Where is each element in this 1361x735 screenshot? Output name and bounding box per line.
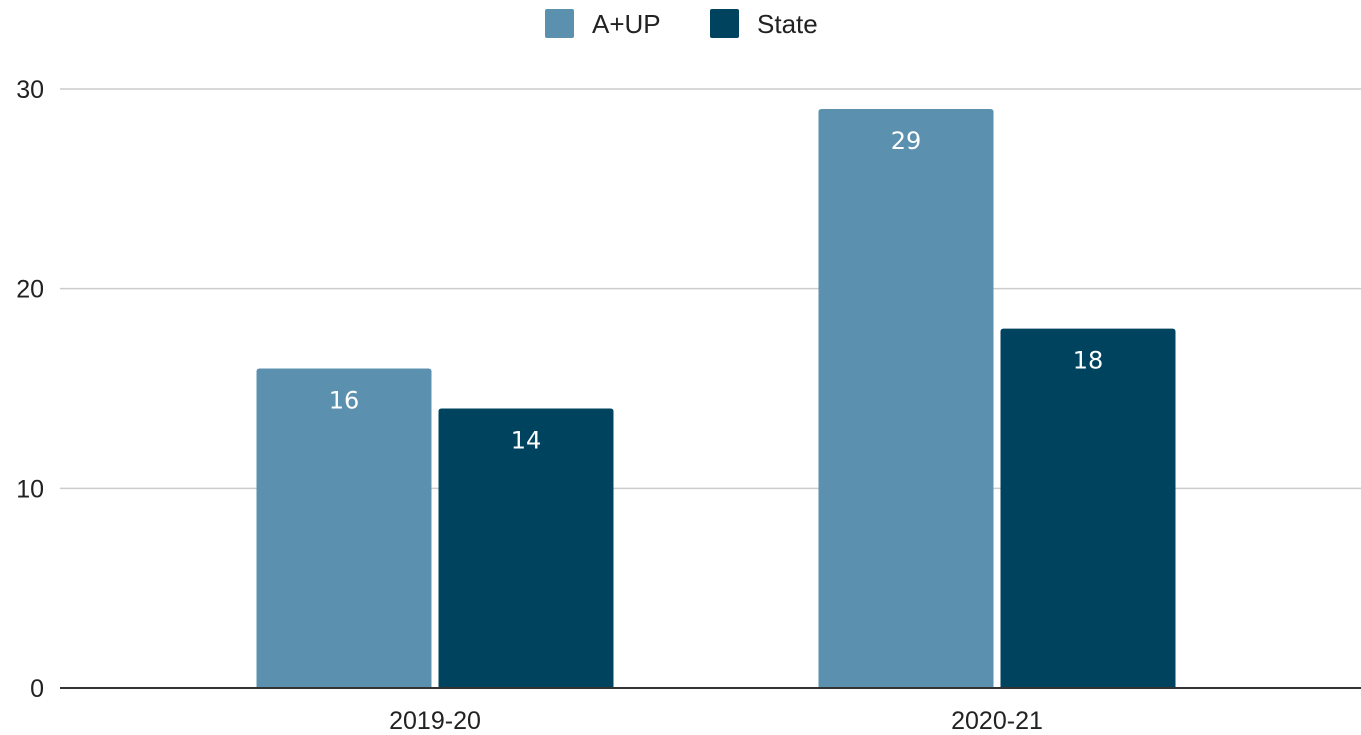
legend-swatch-a-up	[545, 9, 574, 38]
y-axis-ticks: 0 10 20 30	[16, 76, 44, 703]
legend-label-state: State	[757, 9, 818, 39]
x-tick-label-2019-20: 2019-20	[389, 707, 481, 735]
data-label-state-2019-20: 14	[511, 426, 542, 454]
bar-a-up-2019-20	[256, 368, 432, 688]
data-label-state-2020-21: 18	[1073, 347, 1104, 375]
legend-label-a-up: A+UP	[592, 9, 661, 39]
bar-state-2019-20	[438, 408, 614, 688]
legend: A+UP State	[545, 9, 818, 39]
y-tick-label-0: 0	[30, 675, 44, 703]
x-tick-label-2020-21: 2020-21	[951, 707, 1043, 735]
y-tick-label-20: 20	[16, 276, 44, 304]
data-label-a-up-2019-20: 16	[329, 387, 360, 415]
x-axis-ticks: 2019-20 2020-21	[389, 707, 1043, 735]
y-tick-label-10: 10	[16, 475, 44, 503]
y-tick-label-30: 30	[16, 76, 44, 104]
data-labels: 16 14 29 18	[329, 127, 1104, 455]
bar-a-up-2020-21	[818, 108, 994, 688]
data-label-a-up-2020-21: 29	[891, 127, 922, 155]
bars	[256, 108, 1176, 688]
bar-state-2020-21	[1000, 328, 1176, 688]
legend-swatch-state	[710, 9, 739, 38]
